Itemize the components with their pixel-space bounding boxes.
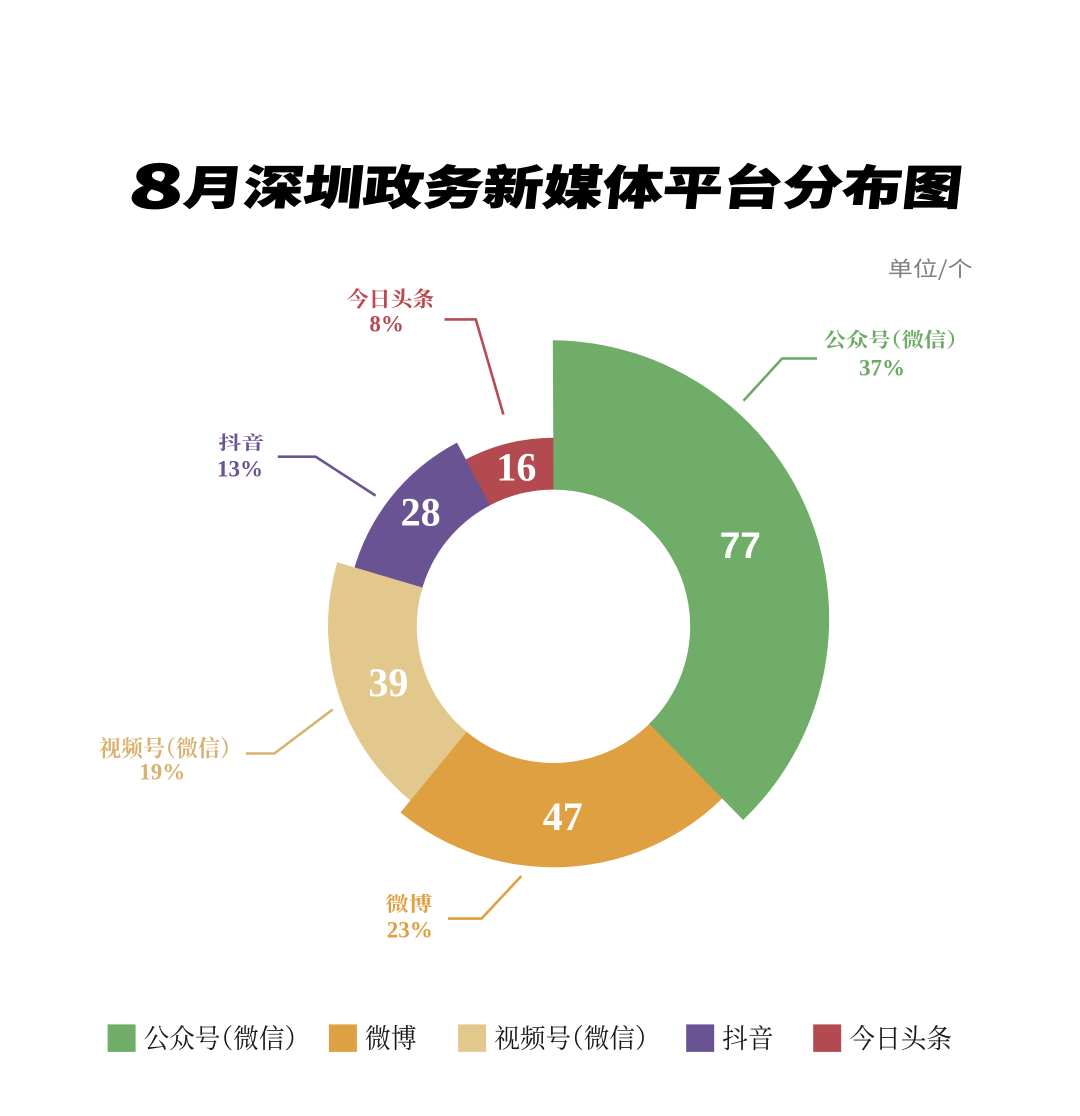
- svg-text:23%: 23%: [387, 918, 433, 943]
- svg-text:77: 77: [720, 525, 761, 566]
- svg-text:13%: 13%: [217, 457, 263, 482]
- svg-text:37%: 37%: [859, 355, 905, 380]
- svg-text:28: 28: [401, 490, 441, 535]
- svg-text:19%: 19%: [139, 759, 185, 784]
- svg-text:47: 47: [543, 794, 583, 839]
- svg-text:16: 16: [496, 444, 536, 489]
- svg-text:8%: 8%: [369, 311, 404, 336]
- svg-text:39: 39: [368, 660, 408, 705]
